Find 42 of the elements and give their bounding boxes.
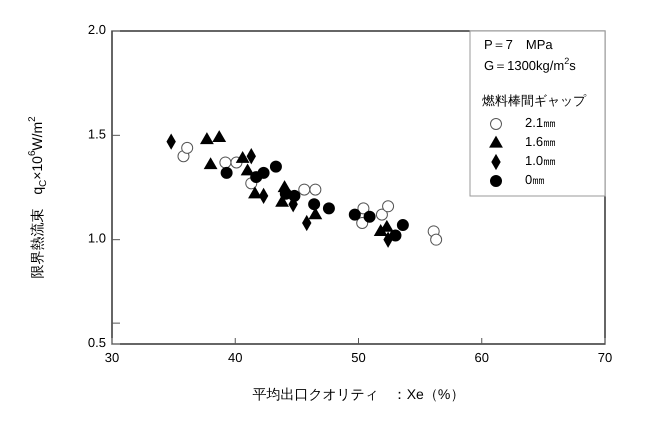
point bbox=[322, 202, 335, 214]
point bbox=[348, 208, 361, 221]
point bbox=[250, 171, 262, 184]
point bbox=[308, 208, 322, 220]
point bbox=[430, 234, 442, 246]
annotation: P＝7 MPa bbox=[484, 37, 554, 52]
legend-label: 2.1㎜ bbox=[525, 115, 556, 130]
legend-label: 1.0㎜ bbox=[525, 153, 556, 168]
point bbox=[357, 202, 370, 214]
point bbox=[204, 158, 218, 170]
point bbox=[396, 219, 409, 232]
point bbox=[270, 160, 282, 173]
point bbox=[236, 151, 250, 163]
legend-label: 1.6㎜ bbox=[525, 134, 556, 150]
point bbox=[376, 208, 388, 221]
y-tick-label: 1.5 bbox=[88, 126, 106, 142]
point bbox=[181, 142, 194, 154]
x-tick-label: 30 bbox=[104, 350, 120, 366]
point bbox=[200, 132, 214, 144]
point bbox=[364, 210, 376, 223]
x-tick-label: 60 bbox=[474, 350, 489, 366]
x-tick-label: 40 bbox=[228, 350, 242, 366]
point bbox=[389, 229, 402, 242]
x-tick-label: 70 bbox=[598, 350, 612, 366]
point bbox=[308, 198, 320, 210]
legend-label: 0㎜ bbox=[525, 172, 546, 188]
point bbox=[309, 184, 322, 196]
point bbox=[382, 200, 394, 212]
x-tick-label: 50 bbox=[351, 350, 366, 366]
legend-title: 燃料棒間ギャップ bbox=[482, 93, 587, 108]
point bbox=[241, 164, 254, 176]
x-axis-title: 平均出口クオリティ ：Xe（%） bbox=[252, 386, 464, 402]
y-tick-label: 1.0 bbox=[88, 231, 106, 246]
y-tick-label: 0.5 bbox=[88, 335, 106, 350]
point bbox=[248, 186, 262, 198]
point bbox=[298, 184, 310, 196]
annotation: G＝1300kg/m$^{2}$s bbox=[484, 56, 576, 74]
y-tick-label: 2.0 bbox=[88, 22, 106, 38]
point bbox=[219, 156, 232, 168]
point bbox=[220, 166, 233, 179]
point bbox=[212, 130, 226, 142]
point bbox=[280, 188, 292, 200]
